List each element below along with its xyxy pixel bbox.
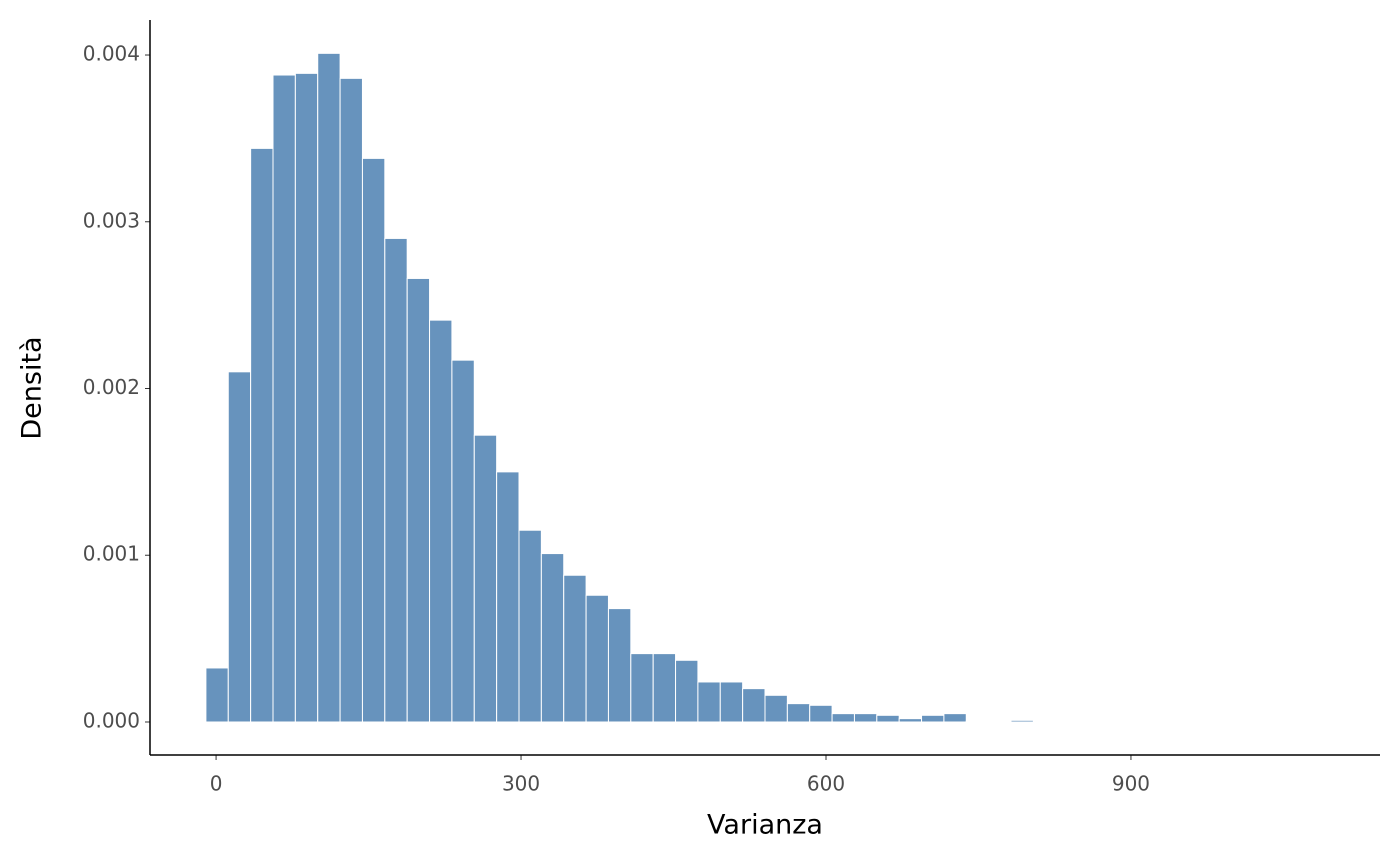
bar xyxy=(675,659,699,723)
bar xyxy=(831,713,855,723)
bar xyxy=(943,713,967,723)
y-tick-label: 0.003 xyxy=(83,208,140,232)
bar xyxy=(384,237,408,723)
bar xyxy=(876,714,900,723)
bar xyxy=(429,319,453,723)
bar xyxy=(540,553,565,723)
bar xyxy=(1055,720,1079,723)
bar xyxy=(250,147,274,723)
bar xyxy=(652,653,677,723)
bar xyxy=(1010,719,1034,723)
bar xyxy=(719,681,744,723)
x-tick-label: 300 xyxy=(502,772,540,796)
x-tick-label: 900 xyxy=(1112,772,1150,796)
x-axis-title: Varianza xyxy=(707,810,823,841)
bar xyxy=(406,277,431,723)
bar xyxy=(1099,720,1124,723)
bar xyxy=(518,529,542,723)
y-tick-label: 0.000 xyxy=(83,708,140,732)
bar xyxy=(361,157,386,723)
bar xyxy=(742,688,766,723)
bar xyxy=(563,574,587,723)
bar xyxy=(607,608,632,723)
y-tick-label: 0.004 xyxy=(83,42,140,66)
bar xyxy=(786,703,811,723)
bar xyxy=(965,720,990,723)
bar xyxy=(496,471,520,723)
bar xyxy=(921,714,945,723)
bar xyxy=(294,72,319,723)
bar xyxy=(697,681,721,723)
bar xyxy=(585,594,609,723)
bar xyxy=(853,713,878,723)
y-axis-title: Densità xyxy=(17,336,48,439)
y-tick-label: 0.001 xyxy=(83,542,140,566)
bar xyxy=(764,694,788,723)
bar xyxy=(898,718,923,723)
bar xyxy=(227,371,252,723)
y-tick-label: 0.002 xyxy=(83,375,140,399)
bar xyxy=(630,653,654,723)
bar xyxy=(451,359,475,723)
bar xyxy=(205,667,229,723)
x-tick-label: 600 xyxy=(807,772,845,796)
bar xyxy=(272,74,296,723)
x-tick-label: 0 xyxy=(210,772,223,796)
bar xyxy=(339,77,363,723)
bar xyxy=(809,704,833,723)
bar xyxy=(317,52,341,723)
bar xyxy=(473,434,498,723)
